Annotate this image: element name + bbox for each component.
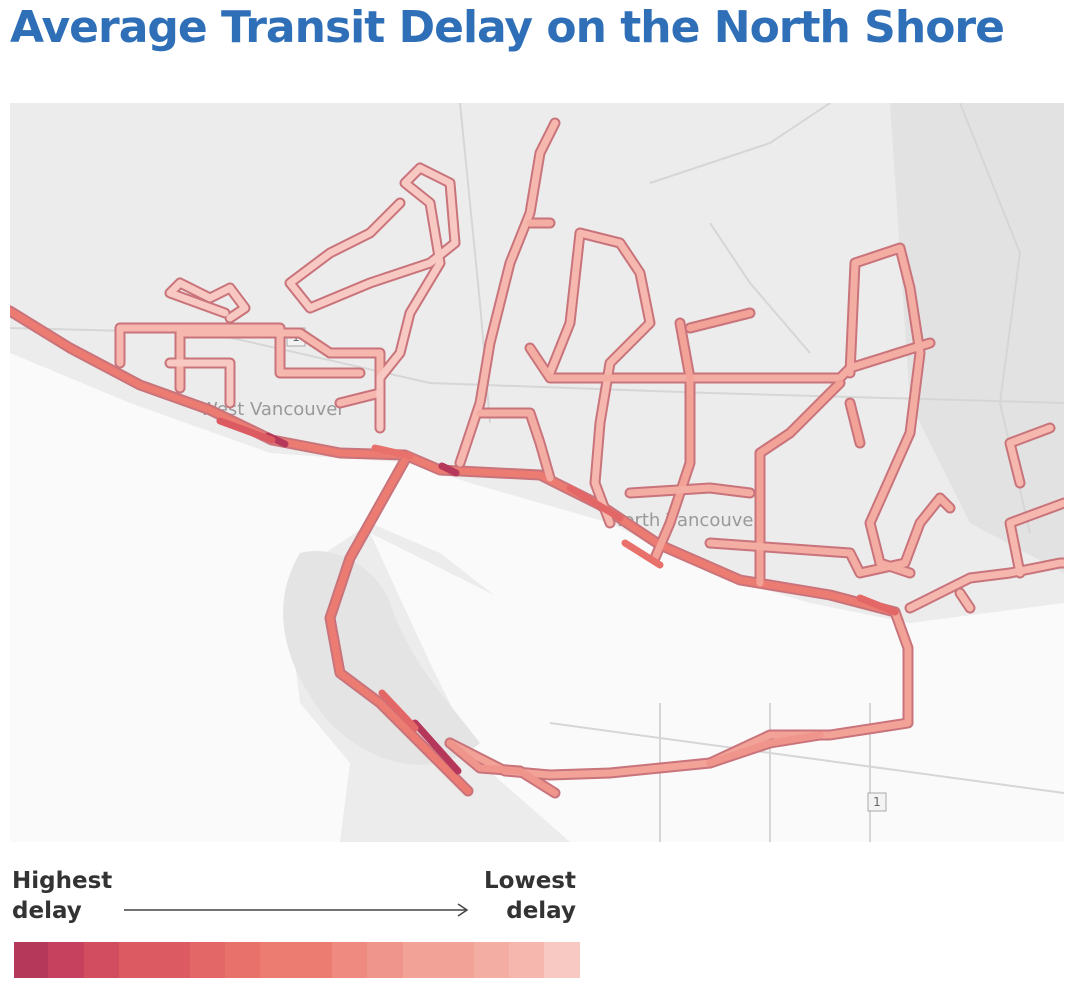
arrow-head — [457, 903, 469, 917]
legend-start: Highest delay — [12, 868, 113, 924]
map: West Vancouver North Vancouver 1 1 — [10, 103, 1064, 842]
transit-route — [846, 244, 924, 577]
transit-route — [438, 462, 460, 477]
transit-route — [371, 444, 414, 460]
transit-route — [411, 719, 462, 775]
shield: 1 — [867, 792, 887, 812]
transit-route — [526, 339, 934, 382]
legend-swatch — [119, 942, 190, 978]
transit-route — [566, 484, 624, 522]
legend-swatch — [332, 942, 367, 978]
transit-route — [546, 229, 654, 527]
water — [370, 533, 1064, 842]
transit-route — [476, 219, 554, 482]
road — [649, 103, 831, 184]
water — [10, 353, 1064, 842]
legend-swatch — [544, 942, 580, 978]
transit-route — [626, 484, 954, 577]
road — [709, 222, 811, 354]
transit-route — [166, 279, 249, 407]
transit-route — [756, 379, 864, 587]
park — [890, 103, 1064, 573]
legend-swatch — [225, 942, 260, 978]
title: Average Transit Delay on the North Shore — [10, 2, 1005, 53]
legend-swatch — [509, 942, 544, 978]
transit-route — [286, 164, 459, 432]
legend-swatch — [190, 942, 225, 978]
place-label: North Vancouver — [610, 510, 761, 531]
legend-swatch — [474, 942, 509, 978]
routes — [10, 117, 1064, 799]
transit-route — [326, 456, 472, 795]
transit-route — [378, 689, 419, 732]
transit-route — [216, 417, 276, 444]
road — [549, 722, 1064, 794]
transit-route — [621, 539, 664, 569]
transit-route — [446, 731, 824, 797]
legend-swatch — [367, 942, 403, 978]
transit-route — [856, 594, 899, 616]
legend-end: Lowest delay — [484, 868, 576, 924]
place-label: West Vancouver — [200, 399, 345, 420]
transit-route — [906, 424, 1064, 612]
legend-swatch — [260, 942, 332, 978]
transit-route — [10, 307, 899, 616]
legend-swatch — [84, 942, 119, 978]
legend-arrow — [124, 903, 469, 917]
legend-scale — [14, 942, 580, 978]
legend-swatch — [14, 942, 48, 978]
legend-swatch — [403, 942, 474, 978]
shield-label: 1 — [873, 795, 881, 809]
legend-swatch — [48, 942, 84, 978]
transit-route — [456, 119, 559, 467]
shield-box — [867, 792, 887, 812]
